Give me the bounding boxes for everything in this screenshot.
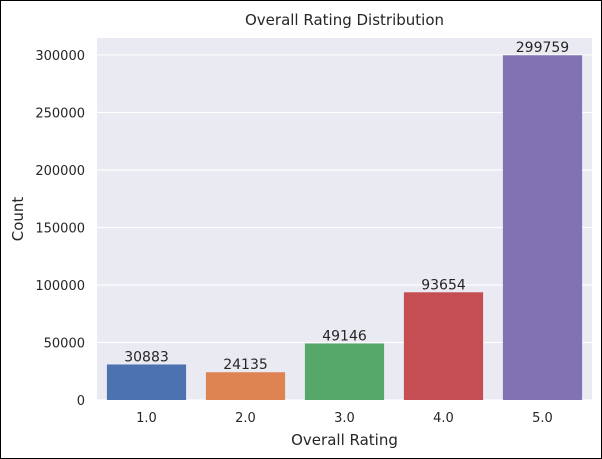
y-tick-label: 250000 xyxy=(35,106,85,121)
y-tick-label: 100000 xyxy=(35,279,85,294)
bar xyxy=(403,292,484,400)
x-axis-label: Overall Rating xyxy=(291,431,398,449)
y-tick-label: 300000 xyxy=(35,49,85,64)
bars xyxy=(106,55,583,400)
bar-value-label: 49146 xyxy=(322,328,367,344)
x-tick-label: 3.0 xyxy=(334,411,355,426)
bar-value-label: 24135 xyxy=(223,357,268,373)
x-tick-label: 5.0 xyxy=(532,411,553,426)
y-tick-label: 200000 xyxy=(35,164,85,179)
bar-value-label: 93654 xyxy=(421,277,466,293)
y-tick-label: 50000 xyxy=(44,336,85,351)
x-tick-label: 2.0 xyxy=(235,411,256,426)
y-tick-label: 150000 xyxy=(35,221,85,236)
bar xyxy=(205,372,286,400)
y-axis-label: Count xyxy=(9,197,27,242)
bar xyxy=(502,55,583,400)
bar xyxy=(106,364,187,400)
bar-value-label: 299759 xyxy=(516,40,569,56)
bar xyxy=(304,343,385,400)
x-tick-label: 4.0 xyxy=(433,411,454,426)
y-axis-ticks: 0 50000 100000 150000 200000 250000 300000 xyxy=(35,49,85,409)
data-labels: 30883 24135 49146 93654 299759 xyxy=(124,40,569,373)
bar-value-label: 30883 xyxy=(124,349,169,365)
chart-title: Overall Rating Distribution xyxy=(245,11,444,29)
y-tick-label: 0 xyxy=(77,394,85,409)
x-tick-label: 1.0 xyxy=(136,411,157,426)
x-axis-ticks: 1.0 2.0 3.0 4.0 5.0 xyxy=(136,411,553,426)
